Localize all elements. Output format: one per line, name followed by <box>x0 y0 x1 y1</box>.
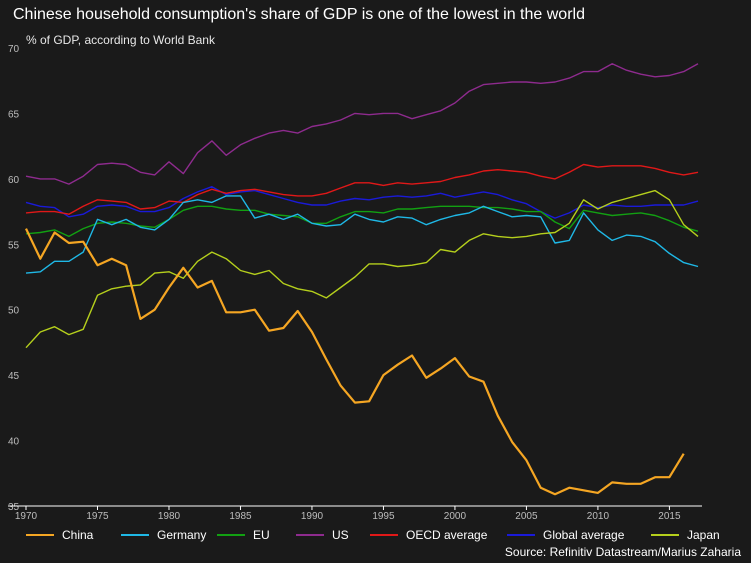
series-line-japan <box>25 189 699 349</box>
legend-item-eu: EU <box>217 527 270 543</box>
series-line-us <box>25 63 699 185</box>
series-line-oecd-average <box>25 163 699 215</box>
x-tick-label: 1995 <box>372 511 395 520</box>
series-line-eu <box>25 205 699 238</box>
legend-label: EU <box>253 528 270 542</box>
x-tick-label: 1970 <box>15 511 38 520</box>
y-tick-label: 60 <box>8 175 20 186</box>
series-line-germany <box>25 195 699 274</box>
chart-subtitle: % of GDP, according to World Bank <box>26 33 215 47</box>
x-tick-label: 1985 <box>229 511 252 520</box>
legend-label: Global average <box>543 528 625 542</box>
x-tick-label: 1990 <box>301 511 324 520</box>
x-tick-label: 2010 <box>587 511 610 520</box>
legend: China Germany EU US OECD average Global avera… <box>26 527 746 543</box>
legend-label: China <box>62 528 94 542</box>
legend-item-germany: Germany <box>121 527 206 543</box>
line-chart: 35 40 45 50 55 60 65 70 1970 1975 1980 1985 1990 199… <box>8 44 702 520</box>
chart-title: Chinese household consumption's share of… <box>13 6 585 23</box>
y-tick-label: 50 <box>8 306 20 317</box>
x-axis: 1970 1975 1980 1985 1990 1995 2000 2005 2010 2015 <box>15 506 681 520</box>
legend-swatch <box>121 534 149 536</box>
legend-swatch <box>217 534 245 536</box>
legend-label: Japan <box>687 528 720 542</box>
x-tick-label: 1980 <box>158 511 181 520</box>
legend-item-japan: Japan <box>651 527 720 543</box>
legend-swatch <box>296 534 324 536</box>
legend-label: Germany <box>157 528 207 542</box>
y-tick-label: 45 <box>8 371 20 382</box>
x-tick-label: 2005 <box>515 511 538 520</box>
y-tick-label: 35 <box>8 502 20 513</box>
series-line-china <box>25 228 685 496</box>
legend-item-china: China <box>26 527 93 543</box>
series-line-global-average <box>25 186 699 219</box>
legend-label: US <box>332 528 349 542</box>
source-note: Source: Refinitiv Datastream/Marius Zaha… <box>504 545 741 559</box>
x-tick-label: 1975 <box>86 511 109 520</box>
legend-swatch <box>651 534 679 536</box>
legend-item-us: US <box>296 527 349 543</box>
legend-swatch <box>26 534 54 536</box>
legend-item-global-average: Global average <box>507 527 624 543</box>
legend-swatch <box>507 534 535 536</box>
y-tick-label: 70 <box>8 44 20 55</box>
y-tick-label: 40 <box>8 437 20 448</box>
x-tick-label: 2015 <box>658 511 681 520</box>
y-tick-label: 55 <box>8 240 20 251</box>
series-lines <box>25 63 699 496</box>
legend-item-oecd-average: OECD average <box>370 527 487 543</box>
x-tick-label: 2000 <box>444 511 467 520</box>
y-axis: 35 40 45 50 55 60 65 70 <box>8 44 20 513</box>
y-tick-label: 65 <box>8 109 20 120</box>
legend-swatch <box>370 534 398 536</box>
legend-label: OECD average <box>406 528 488 542</box>
